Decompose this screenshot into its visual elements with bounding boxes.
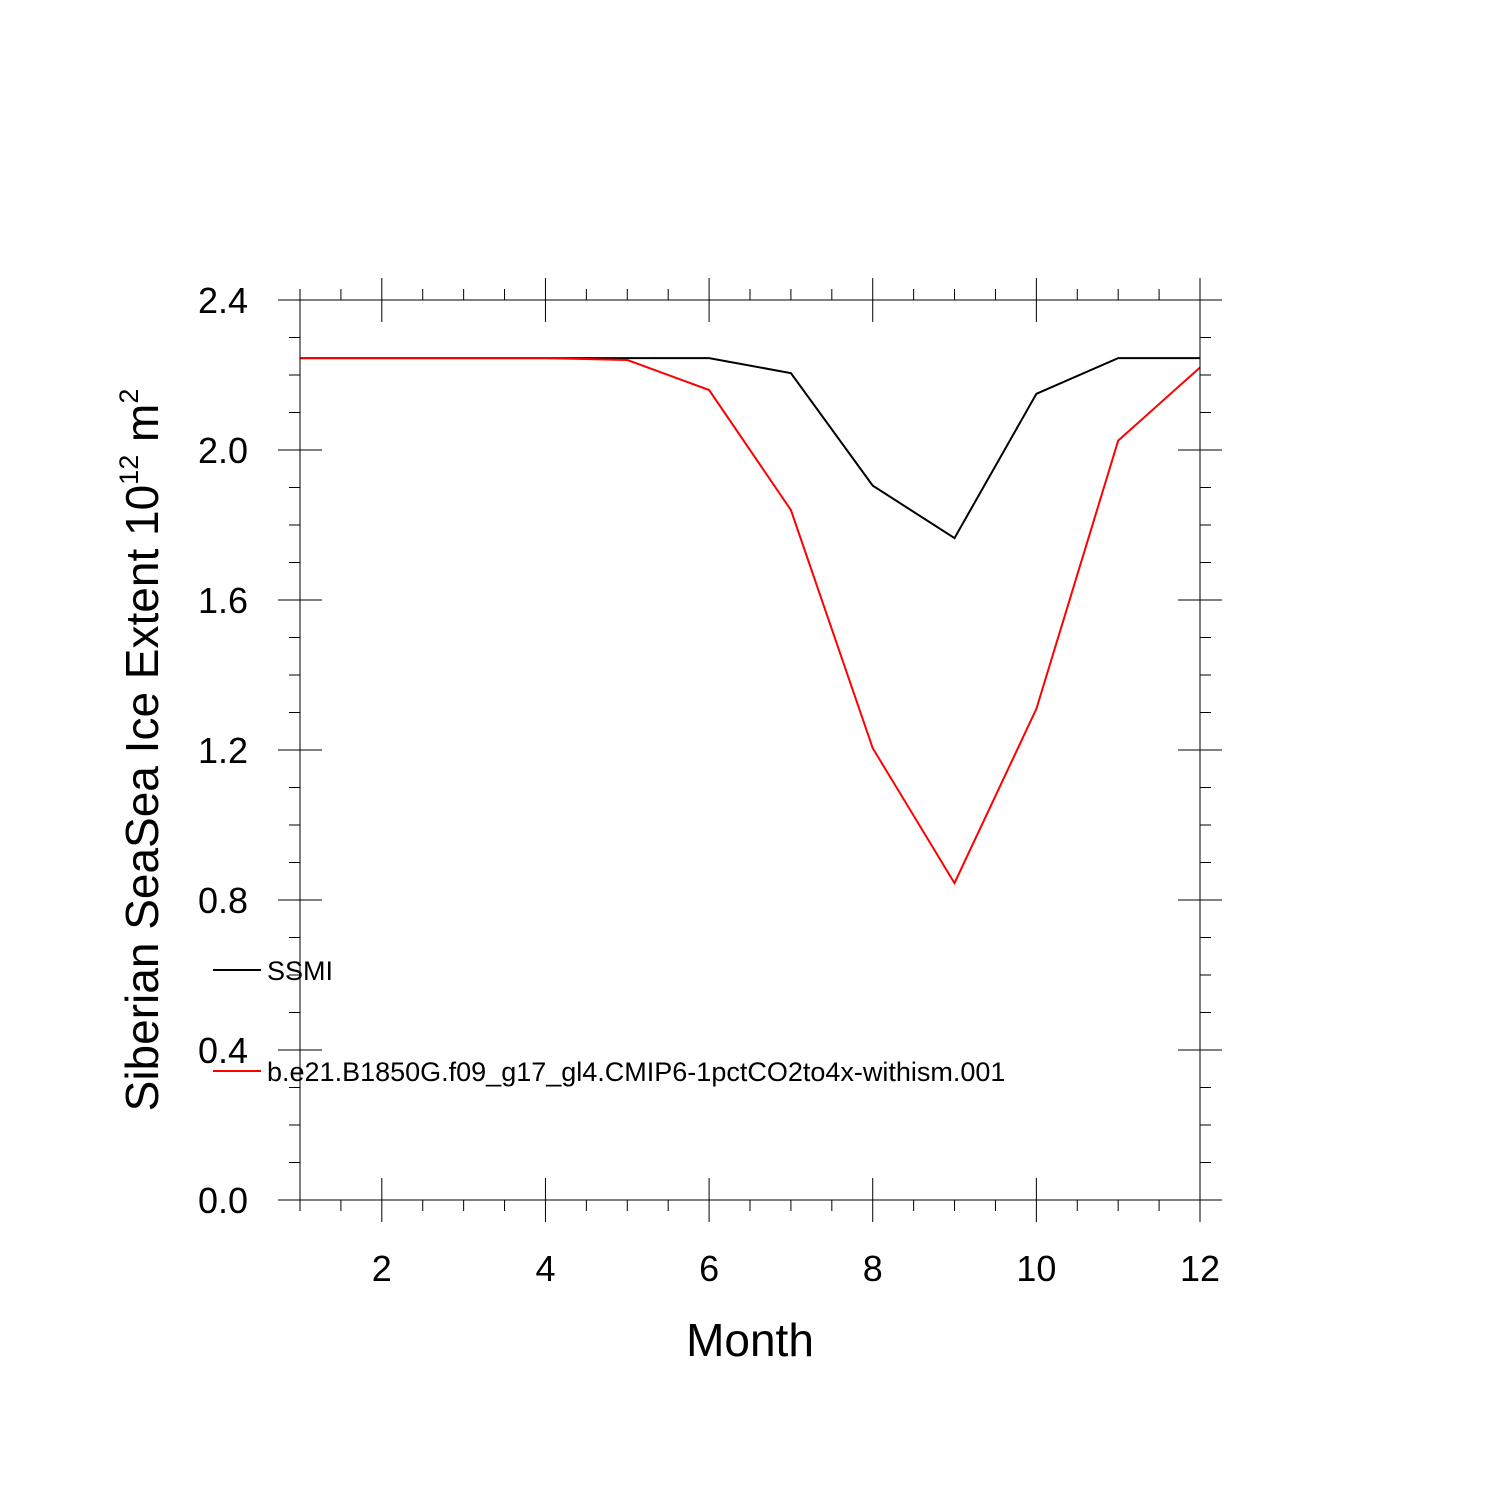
y-axis-title: Siberian SeaSea Ice Extent 1012 m2 xyxy=(114,389,168,1112)
y-tick-label: 0.4 xyxy=(198,1030,248,1071)
series-lines xyxy=(300,357,1201,886)
y-tick-label: 0.8 xyxy=(198,880,248,921)
y-tick-label: 2.0 xyxy=(198,430,248,471)
y-tick-label: 0.0 xyxy=(198,1180,248,1221)
legend: SSMI b.e21.B1850G.f09_g17_gl4.CMIP6-1pctC… xyxy=(213,956,1005,1087)
legend-label: SSMI xyxy=(267,956,333,986)
y-axis-title-exponent-1: 12 xyxy=(114,455,144,485)
series-line-1 xyxy=(300,357,1200,540)
series-line-2 xyxy=(300,357,1201,886)
x-tick-label: 4 xyxy=(535,1248,555,1289)
x-tick-label: 10 xyxy=(1016,1248,1056,1289)
y-axis-title-prefix: Siberian SeaSea Ice Extent 10 xyxy=(116,485,168,1112)
x-axis-title: Month xyxy=(686,1314,814,1366)
tick-labels: 2 4 6 8 10 12 0.0 0.4 0.8 1.2 1.6 2.0 2.4 xyxy=(198,280,1220,1289)
y-tick-label: 1.2 xyxy=(198,730,248,771)
y-tick-label: 1.6 xyxy=(198,580,248,621)
x-tick-label: 8 xyxy=(863,1248,883,1289)
y-axis-title-exponent-2: 2 xyxy=(114,389,144,404)
y-axis-title-middle: m xyxy=(116,404,168,455)
x-tick-label: 6 xyxy=(699,1248,719,1289)
x-tick-label: 2 xyxy=(372,1248,392,1289)
y-tick-label: 2.4 xyxy=(198,280,248,321)
plot-frame xyxy=(299,299,1201,1201)
x-tick-label: 12 xyxy=(1180,1248,1220,1289)
legend-label: b.e21.B1850G.f09_g17_gl4.CMIP6-1pctCO2to… xyxy=(267,1057,1005,1087)
